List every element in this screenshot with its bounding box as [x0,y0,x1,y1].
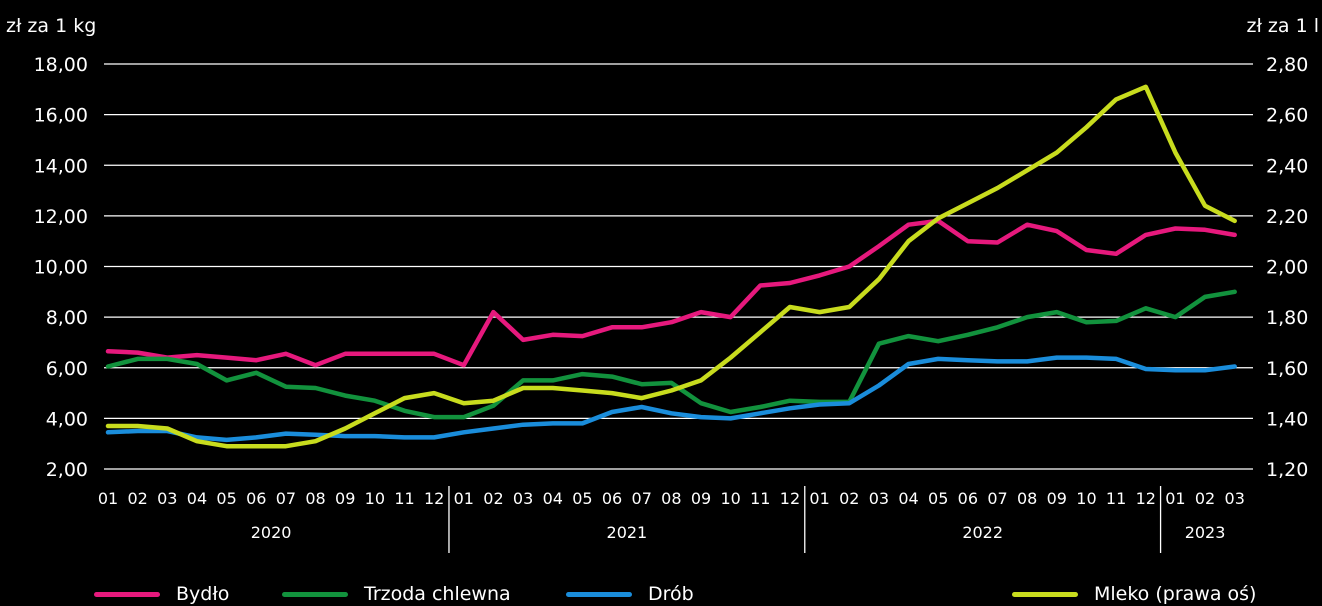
y-ticks: 2,00 1,20 4,00 1,40 6,00 1,60 8,00 1,80 10,00 2,0… [34,54,1309,481]
month-tick-label: 12 [424,489,444,508]
year-label: 2022 [962,523,1003,542]
month-tick-label: 01 [454,489,474,508]
month-tick-label: 01 [1165,489,1185,508]
month-tick-label: 05 [928,489,948,508]
month-tick-label: 12 [1136,489,1156,508]
month-tick-label: 03 [157,489,177,508]
month-tick-label: 12 [780,489,800,508]
legend-item-bydlo: Bydło [94,582,229,606]
right-tick-label: 2,00 [1266,257,1308,279]
legend-label: Drób [648,583,694,605]
right-tick-label: 2,40 [1266,155,1308,177]
month-tick-label: 09 [691,489,711,508]
year-label: 2021 [607,523,648,542]
month-tick-label: 10 [720,489,740,508]
left-tick-label: 8,00 [46,307,88,329]
right-tick-label: 2,80 [1266,54,1308,76]
month-tick-label: 03 [1225,489,1245,508]
left-tick-label: 10,00 [34,257,88,279]
x-axis: 01 02 03 04 05 06 07 08 09 10 11 12 01 02 03 04 05 06 07 08… [98,486,1245,553]
gridlines [104,63,1253,470]
month-tick-label: 04 [187,489,207,508]
legend-label: Bydło [176,583,230,605]
month-tick-label: 05 [572,489,592,508]
right-tick-label: 1,40 [1266,408,1308,430]
legend-swatch [94,591,160,597]
series-line-bydło [105,218,1237,368]
legend-item-trzoda: Trzoda chlewna [282,582,511,606]
month-tick-label: 09 [1047,489,1067,508]
series-lines [105,84,1237,449]
month-tick-label: 07 [987,489,1007,508]
month-tick-label: 10 [365,489,385,508]
legend-item-drob: Drób [566,582,694,606]
left-tick-label: 6,00 [46,358,88,380]
right-tick-label: 1,60 [1266,358,1308,380]
right-tick-label: 1,20 [1266,459,1308,481]
month-tick-label: 08 [305,489,325,508]
left-tick-label: 12,00 [34,206,88,228]
month-tick-label: 06 [602,489,622,508]
month-tick-label: 02 [839,489,859,508]
month-tick-label: 06 [958,489,978,508]
legend-label: Trzoda chlewna [364,583,511,605]
series-line-trzoda-chlewna [105,289,1237,420]
month-tick-label: 11 [394,489,414,508]
month-tick-label: 04 [898,489,918,508]
right-tick-label: 2,20 [1266,206,1308,228]
left-tick-label: 18,00 [34,54,88,76]
left-axis-label: zł za 1 kg [6,15,96,37]
left-tick-label: 14,00 [34,155,88,177]
series-line-drób [105,355,1237,443]
legend-swatch [282,591,348,597]
month-tick-label: 01 [809,489,829,508]
month-tick-label: 10 [1076,489,1096,508]
legend-swatch [1012,591,1078,597]
month-tick-label: 06 [246,489,266,508]
month-tick-label: 11 [1106,489,1126,508]
right-axis-label: zł za 1 l [1247,15,1319,37]
month-tick-label: 02 [483,489,503,508]
year-label: 2023 [1185,523,1226,542]
month-tick-label: 08 [661,489,681,508]
month-tick-label: 04 [543,489,563,508]
month-tick-label: 11 [750,489,770,508]
month-tick-label: 07 [632,489,652,508]
month-tick-label: 02 [127,489,147,508]
line-chart: zł za 1 kg zł za 1 l 2,00 1,20 4,00 1,40 6,0… [6,15,1319,553]
series-line-mleko-prawa-oś- [105,84,1237,449]
month-tick-label: 01 [98,489,118,508]
year-label: 2020 [251,523,292,542]
month-tick-label: 03 [869,489,889,508]
month-tick-label: 08 [1017,489,1037,508]
month-tick-label: 03 [513,489,533,508]
month-tick-label: 07 [276,489,296,508]
month-tick-label: 09 [335,489,355,508]
legend-swatch [566,591,632,597]
legend-item-mleko: Mleko (prawa oś) [1012,582,1256,606]
month-tick-label: 05 [216,489,236,508]
right-tick-label: 2,60 [1266,105,1308,127]
left-tick-label: 16,00 [34,105,88,127]
left-tick-label: 2,00 [46,459,88,481]
legend-label: Mleko (prawa oś) [1094,583,1257,605]
month-tick-label: 02 [1195,489,1215,508]
right-tick-label: 1,80 [1266,307,1308,329]
left-tick-label: 4,00 [46,408,88,430]
